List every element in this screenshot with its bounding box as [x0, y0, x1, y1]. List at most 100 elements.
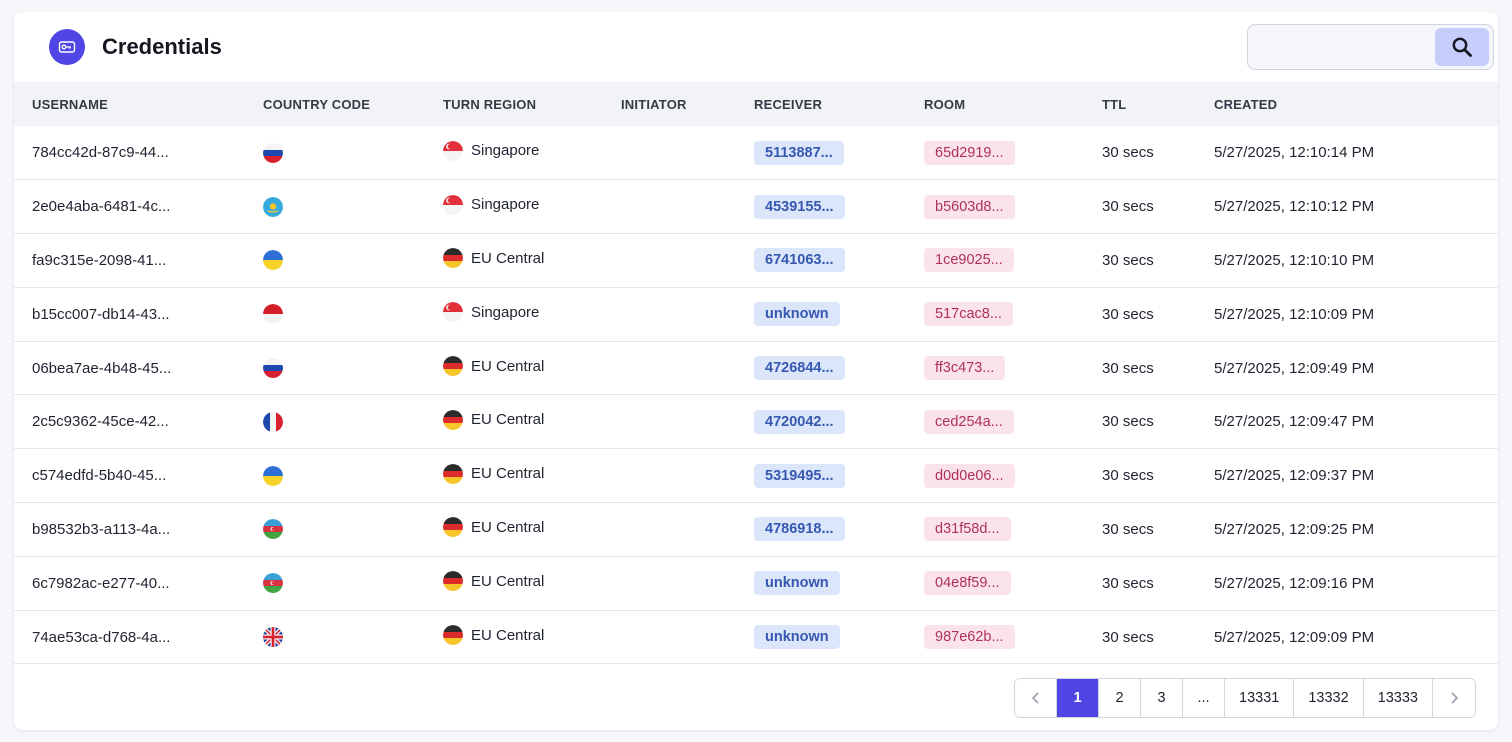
page-button[interactable]: 2: [1099, 679, 1142, 717]
initiator-cell: [603, 556, 736, 610]
ttl-cell: 30 secs: [1102, 305, 1154, 323]
country-code-cell: [245, 126, 425, 180]
initiator-cell: [603, 126, 736, 180]
region-text: Singapore: [471, 196, 540, 214]
page-button[interactable]: 13333: [1363, 679, 1433, 717]
ttl-cell: 30 secs: [1102, 628, 1154, 646]
room-badge: ced254a...: [924, 409, 1014, 434]
page-button[interactable]: 13331: [1225, 679, 1295, 717]
column-header-created[interactable]: CREATED: [1214, 96, 1278, 112]
search-icon: [1452, 37, 1472, 57]
region-text: EU Central: [471, 518, 545, 536]
country-code-cell: [245, 341, 425, 395]
room-cell: b5603d8...: [906, 180, 1084, 234]
region-text: EU Central: [471, 357, 545, 375]
column-header-initiator[interactable]: INITIATOR: [621, 96, 687, 112]
username-text: 784cc42d-87c9-44...: [32, 144, 169, 162]
username-text: 6c7982ac-e277-40...: [32, 574, 170, 592]
username-text: 74ae53ca-d768-4a...: [32, 628, 171, 646]
created-cell: 5/27/2025, 12:10:14 PM: [1214, 144, 1375, 162]
receiver-cell: unknown: [736, 556, 906, 610]
username-cell: b98532b3-a113-4a...: [14, 503, 245, 557]
country-flag-icon: [263, 465, 283, 486]
credentials-card: Credentials USERNAME COUNTRY CODE TURN R…: [14, 12, 1498, 730]
region-flag-icon: [443, 409, 463, 430]
turn-region-cell: EU Central: [425, 449, 603, 503]
search-box: [1247, 24, 1494, 70]
username-text: 2c5c9362-45ce-42...: [32, 413, 169, 431]
table-row[interactable]: b15cc007-db14-43... Singapore unknown 51…: [14, 287, 1498, 342]
initiator-cell: [603, 180, 736, 234]
username-cell: fa9c315e-2098-41...: [14, 234, 245, 288]
table-row[interactable]: fa9c315e-2098-41... EU Central 6741063..…: [14, 234, 1498, 288]
table-row[interactable]: 6c7982ac-e277-40... EU Central unknown 0…: [14, 556, 1498, 611]
region-flag-icon: [443, 140, 463, 161]
ttl-cell: 30 secs: [1102, 251, 1154, 269]
receiver-badge: 4726844...: [754, 356, 845, 381]
ttl-cell: 30 secs: [1102, 574, 1154, 592]
username-text: fa9c315e-2098-41...: [32, 251, 167, 269]
room-cell: 1ce9025...: [906, 234, 1084, 288]
receiver-cell: unknown: [736, 610, 906, 664]
username-text: 06bea7ae-4b48-45...: [32, 359, 172, 377]
page-button[interactable]: 13332: [1294, 679, 1364, 717]
receiver-badge: 4720042...: [754, 409, 845, 434]
region-text: Singapore: [471, 303, 540, 321]
created-cell: 5/27/2025, 12:10:12 PM: [1214, 198, 1375, 216]
table-row[interactable]: c574edfd-5b40-45... EU Central 5319495..…: [14, 449, 1498, 503]
room-cell: d31f58d...: [906, 503, 1084, 557]
chevron-right-icon: [1451, 692, 1459, 704]
initiator-cell: [603, 610, 736, 664]
table-row[interactable]: 74ae53ca-d768-4a... EU Central unknown 9…: [14, 610, 1498, 664]
region-flag-icon: [443, 625, 463, 646]
page-button[interactable]: 3: [1141, 679, 1184, 717]
chevron-left-icon: [1031, 692, 1039, 704]
search-input[interactable]: [1248, 25, 1433, 69]
room-cell: 65d2919...: [906, 126, 1084, 180]
next-page-button[interactable]: [1433, 679, 1475, 717]
country-flag-icon: [263, 519, 283, 540]
table-row[interactable]: 2c5c9362-45ce-42... EU Central 4720042..…: [14, 395, 1498, 449]
username-cell: 2e0e4aba-6481-4c...: [14, 180, 245, 234]
room-badge: ff3c473...: [924, 356, 1006, 381]
table-row[interactable]: b98532b3-a113-4a... EU Central 4786918..…: [14, 503, 1498, 557]
receiver-cell: 5319495...: [736, 449, 906, 503]
table-row[interactable]: 2e0e4aba-6481-4c... Singapore 4539155...…: [14, 180, 1498, 234]
ttl-cell: 30 secs: [1102, 520, 1154, 538]
country-flag-icon: [263, 573, 283, 594]
column-header-receiver[interactable]: RECEIVER: [754, 96, 823, 112]
country-flag-icon: [263, 250, 283, 271]
column-header-turn-region[interactable]: TURN REGION: [443, 96, 537, 112]
column-header-country-code[interactable]: COUNTRY CODE: [263, 96, 371, 112]
ttl-cell: 30 secs: [1102, 467, 1154, 485]
column-header-username[interactable]: USERNAME: [32, 96, 108, 112]
initiator-cell: [603, 449, 736, 503]
ttl-cell: 30 secs: [1102, 198, 1154, 216]
created-cell: 5/27/2025, 12:10:09 PM: [1214, 305, 1375, 323]
region-text: Singapore: [471, 142, 540, 160]
receiver-cell: unknown: [736, 287, 906, 341]
created-cell: 5/27/2025, 12:09:25 PM: [1214, 520, 1375, 538]
receiver-badge: unknown: [754, 571, 840, 596]
initiator-cell: [603, 503, 736, 557]
receiver-cell: 4726844...: [736, 341, 906, 395]
country-code-cell: [245, 287, 425, 341]
table-row[interactable]: 06bea7ae-4b48-45... EU Central 4726844..…: [14, 341, 1498, 395]
column-header-ttl[interactable]: TTL: [1102, 96, 1127, 112]
country-flag-icon: [263, 196, 283, 217]
column-header-room[interactable]: ROOM: [924, 96, 966, 112]
room-badge: 987e62b...: [924, 625, 1015, 650]
table-row[interactable]: 784cc42d-87c9-44... Singapore 5113887...…: [14, 126, 1498, 180]
receiver-badge: 6741063...: [754, 248, 845, 273]
turn-region-cell: EU Central: [425, 610, 603, 664]
page-button[interactable]: 1: [1057, 679, 1100, 717]
prev-page-button[interactable]: [1015, 679, 1058, 717]
room-cell: ced254a...: [906, 395, 1084, 449]
turn-region-cell: Singapore: [425, 126, 603, 180]
turn-region-cell: EU Central: [425, 503, 603, 557]
search-button[interactable]: [1435, 28, 1489, 66]
username-cell: 2c5c9362-45ce-42...: [14, 395, 245, 449]
region-flag-icon: [443, 517, 463, 538]
turn-region-cell: EU Central: [425, 234, 603, 288]
region-text: EU Central: [471, 572, 545, 590]
